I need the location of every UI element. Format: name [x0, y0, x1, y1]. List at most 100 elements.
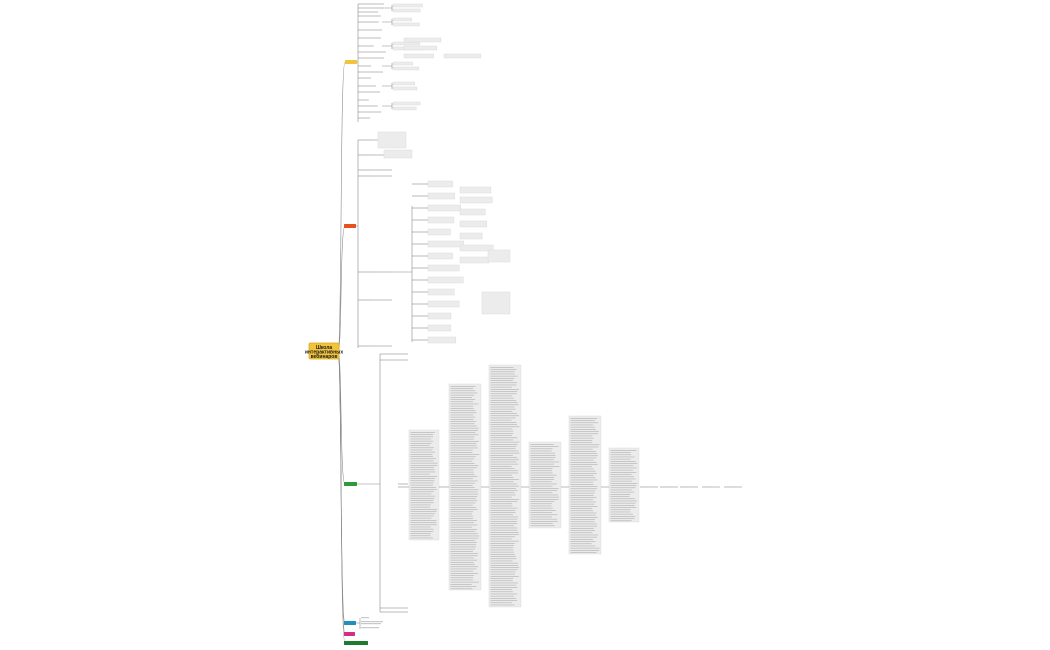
text-line [490, 587, 518, 588]
text-line [450, 401, 473, 403]
text-line [530, 512, 553, 513]
text-line [490, 503, 513, 505]
text-line [450, 447, 478, 449]
text-line [490, 507, 518, 509]
node-label [360, 105, 378, 107]
root-topic[interactable]: Школа интерактивных вебинаров [305, 342, 344, 360]
node-label [360, 45, 374, 47]
node-box [427, 276, 464, 284]
text-line [450, 579, 474, 581]
text-line [490, 529, 518, 531]
text-line [450, 458, 475, 460]
node-label [360, 91, 381, 93]
text-line [530, 452, 556, 454]
text-line [610, 520, 632, 522]
text-line [570, 462, 597, 463]
node-box [459, 208, 486, 216]
node-box [459, 186, 492, 194]
text-line [490, 367, 514, 368]
text-line [450, 537, 479, 539]
text-line [450, 432, 476, 433]
text-line [570, 532, 593, 534]
text-line [450, 553, 478, 554]
text-line [490, 378, 515, 379]
text-line [410, 449, 433, 451]
text-line [450, 397, 473, 398]
text-line [530, 468, 553, 469]
branch-darkgreen[interactable] [344, 641, 368, 645]
node-box [392, 22, 420, 27]
text-line [570, 422, 599, 424]
node-box [427, 216, 455, 224]
text-line [490, 604, 515, 606]
text-line [530, 505, 552, 507]
text-line [450, 518, 473, 519]
node-label [670, 486, 678, 488]
node-label [384, 359, 408, 361]
branch-red[interactable] [344, 224, 356, 228]
text-line [490, 422, 517, 423]
text-line [410, 502, 434, 504]
text-line [570, 539, 593, 540]
node-label [372, 154, 392, 156]
text-line [530, 521, 558, 522]
text-line [410, 469, 435, 471]
text-line [450, 456, 476, 458]
text-line [410, 506, 431, 508]
text-line [490, 549, 514, 551]
text-line [450, 559, 477, 561]
text-line [490, 386, 512, 388]
text-line [450, 502, 476, 504]
text-line [570, 543, 592, 545]
text-line [450, 489, 479, 491]
text-line [570, 468, 594, 470]
text-line [490, 532, 519, 533]
text-line [490, 523, 518, 524]
text-line [490, 540, 519, 542]
text-line [450, 557, 474, 559]
node-label [360, 117, 371, 119]
text-line [410, 509, 438, 510]
node-box [487, 249, 511, 263]
text-line [490, 369, 517, 370]
branch-pink[interactable] [344, 632, 355, 636]
text-line [450, 403, 479, 405]
text-line [450, 469, 474, 471]
text-line [530, 503, 552, 505]
node-box [392, 101, 421, 106]
node-box [427, 204, 461, 212]
text-line [490, 477, 514, 478]
text-line [450, 434, 479, 436]
text-line [410, 478, 435, 479]
detail-columns [398, 364, 742, 608]
text-line [570, 552, 597, 553]
text-line [450, 522, 475, 524]
text-line [570, 473, 597, 474]
text-line [530, 496, 559, 498]
text-line [410, 447, 434, 449]
text-line [490, 551, 514, 553]
text-line [410, 520, 437, 521]
text-line [610, 498, 635, 500]
text-line [450, 474, 475, 475]
branch-green[interactable] [344, 482, 357, 486]
text-line [490, 496, 512, 498]
branch-yellow[interactable] [345, 60, 357, 64]
text-line [450, 423, 475, 425]
text-line [490, 576, 519, 577]
text-line [450, 467, 478, 469]
text-line [490, 466, 512, 467]
text-line [490, 488, 517, 489]
text-line [570, 528, 594, 529]
text-line [530, 490, 557, 491]
text-line [530, 474, 557, 476]
text-line [490, 479, 519, 480]
branch-blue[interactable] [344, 621, 356, 625]
text-line [490, 441, 520, 443]
text-line [490, 516, 519, 518]
text-line [570, 466, 592, 468]
text-line [530, 483, 557, 485]
node-box [392, 86, 418, 91]
root-title-line3: вебинаров [311, 353, 338, 360]
